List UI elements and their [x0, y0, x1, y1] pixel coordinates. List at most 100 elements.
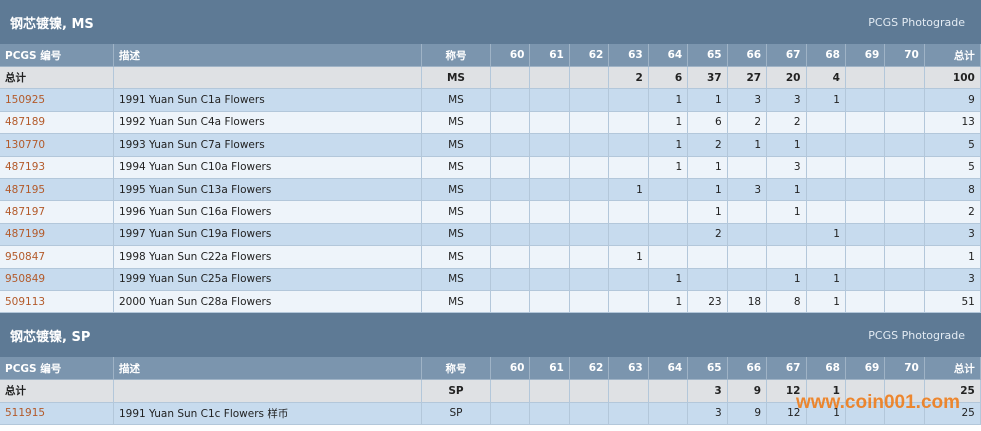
pcgs-number-link[interactable]: 511915	[0, 402, 114, 426]
grade-count	[530, 111, 570, 135]
grade-count	[648, 380, 689, 403]
column-header: 总计	[924, 357, 981, 381]
row-total: 13	[924, 111, 981, 135]
grade-count	[569, 156, 610, 179]
grade-count	[530, 268, 570, 291]
pcgs-number-link[interactable]: 487199	[0, 223, 114, 247]
grade-count	[648, 201, 689, 224]
grade-count	[530, 178, 570, 202]
table-row: 总计 SP 3 9 12 1 25	[0, 380, 981, 403]
grade-designation: MS	[422, 246, 491, 269]
column-header: 62	[569, 357, 610, 381]
grade-count	[806, 134, 846, 157]
grade-count	[491, 111, 531, 135]
grade-count: 6	[648, 67, 689, 90]
grade-count	[885, 156, 925, 179]
pcgs-number-link[interactable]: 487195	[0, 178, 114, 202]
description: 1996 Yuan Sun C16a Flowers	[114, 201, 422, 224]
column-header: 67	[767, 44, 807, 67]
grade-count	[491, 89, 531, 112]
grade-count: 27	[727, 67, 768, 90]
grade-count	[845, 134, 886, 157]
grade-count	[845, 223, 886, 247]
grade-designation: MS	[422, 290, 491, 314]
grade-count	[491, 134, 531, 157]
grade-count	[885, 268, 925, 291]
description	[114, 67, 422, 90]
grade-count	[845, 111, 886, 135]
grade-count	[885, 89, 925, 112]
grade-count: 18	[727, 290, 768, 314]
pcgs-number-link[interactable]: 130770	[0, 134, 114, 157]
grade-count	[491, 156, 531, 179]
grade-count	[806, 246, 846, 269]
pcgs-number-link[interactable]: 950847	[0, 246, 114, 269]
grade-count	[569, 290, 610, 314]
grade-count	[609, 268, 649, 291]
grade-count	[727, 201, 768, 224]
grade-count	[609, 223, 649, 247]
table-row: 950849 1999 Yuan Sun C25a Flowers MS 1 1 1 3	[0, 268, 981, 291]
column-header: 68	[806, 44, 846, 67]
description: 1994 Yuan Sun C10a Flowers	[114, 156, 422, 179]
grade-count: 37	[688, 67, 728, 90]
column-header: 63	[609, 44, 649, 67]
row-total: 9	[924, 89, 981, 112]
column-header: 描述	[114, 357, 422, 381]
grade-count	[609, 156, 649, 179]
table-row: 950847 1998 Yuan Sun C22a Flowers MS 1 1	[0, 246, 981, 269]
grade-count	[727, 268, 768, 291]
grade-count: 2	[609, 67, 649, 90]
grade-count: 1	[648, 268, 689, 291]
grade-designation: MS	[422, 178, 491, 202]
row-total: 100	[924, 67, 981, 90]
grade-count: 9	[727, 380, 768, 403]
grade-count	[569, 134, 610, 157]
grade-count: 3	[688, 402, 728, 426]
pcgs-number-link[interactable]: 509113	[0, 290, 114, 314]
column-header: 总计	[924, 44, 981, 67]
grade-count: 1	[688, 201, 728, 224]
grade-count	[569, 380, 610, 403]
grade-count	[885, 201, 925, 224]
grade-designation: MS	[422, 201, 491, 224]
column-header: 63	[609, 357, 649, 381]
pcgs-number-link[interactable]: 487193	[0, 156, 114, 179]
grade-count: 1	[609, 178, 649, 202]
section-title: 钢芯镀镍, MS	[10, 16, 94, 32]
pcgs-number-link[interactable]: 487189	[0, 111, 114, 135]
grade-count: 4	[806, 67, 846, 90]
grade-count	[530, 67, 570, 90]
grade-designation: SP	[422, 380, 491, 403]
grade-count	[648, 402, 689, 426]
grade-count	[491, 67, 531, 90]
grade-count	[609, 290, 649, 314]
pcgs-number-link[interactable]: 487197	[0, 201, 114, 224]
grade-count	[845, 67, 886, 90]
grade-count	[491, 246, 531, 269]
section-title: 钢芯镀镍, SP	[10, 329, 91, 345]
pcgs-number-link[interactable]: 150925	[0, 89, 114, 112]
row-total: 8	[924, 178, 981, 202]
grade-count: 3	[767, 156, 807, 179]
grade-count	[530, 134, 570, 157]
pcgs-number-link[interactable]: 950849	[0, 268, 114, 291]
grade-count: 1	[806, 402, 846, 426]
grade-count: 6	[688, 111, 728, 135]
section-header: 钢芯镀镍, SP PCGS Photograde	[0, 313, 981, 358]
grade-count	[648, 178, 689, 202]
row-total: 3	[924, 268, 981, 291]
grade-count	[530, 223, 570, 247]
column-header: 69	[845, 357, 886, 381]
grade-count	[845, 402, 886, 426]
grade-count: 1	[648, 156, 689, 179]
grade-count	[845, 156, 886, 179]
grade-count	[885, 134, 925, 157]
grade-designation: MS	[422, 89, 491, 112]
grade-count	[569, 201, 610, 224]
table-row: 487189 1992 Yuan Sun C4a Flowers MS 1 6 2 2 13	[0, 111, 981, 135]
column-header: 65	[688, 357, 728, 381]
row-label: 总计	[0, 67, 114, 90]
column-header: PCGS 编号	[0, 44, 114, 67]
grade-count	[885, 290, 925, 314]
